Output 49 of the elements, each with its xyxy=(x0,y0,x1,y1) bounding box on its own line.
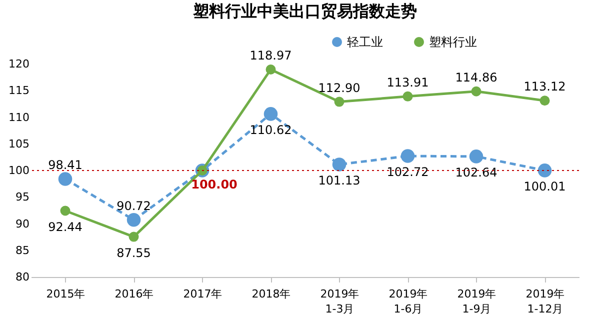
data-label: 110.62 xyxy=(250,122,292,137)
y-tick-label: 100 xyxy=(8,164,30,177)
point xyxy=(126,213,141,227)
point xyxy=(402,91,413,102)
point xyxy=(540,96,550,106)
annotation: 100.00 xyxy=(191,178,238,192)
point xyxy=(538,164,552,178)
x-tick-label: 2015年 xyxy=(46,288,86,300)
x-tick-label: 2019年 1-12月 xyxy=(526,288,565,316)
data-label: 98.41 xyxy=(48,158,82,172)
point xyxy=(469,150,484,164)
point xyxy=(471,86,482,96)
legend-label: 轻工业 xyxy=(347,35,383,49)
y-tick-label: 120 xyxy=(8,58,30,70)
y-tick-label: 105 xyxy=(8,137,30,150)
data-label: 90.72 xyxy=(116,198,151,213)
point xyxy=(58,172,72,186)
data-label: 118.97 xyxy=(250,48,292,62)
data-label: 114.86 xyxy=(455,70,498,84)
y-tick-label: 90 xyxy=(16,217,30,230)
x-tick-label: 2018年 xyxy=(252,288,291,300)
data-label: 87.55 xyxy=(116,246,151,260)
chart-title: 塑料行业中美出口贸易指数走势 xyxy=(192,1,417,20)
x-tick-label: 2019年 1-6月 xyxy=(388,288,428,316)
y-tick-label: 80 xyxy=(16,270,30,284)
data-label: 102.64 xyxy=(455,165,498,180)
data-label: 101.13 xyxy=(318,173,360,188)
point xyxy=(334,96,344,107)
y-tick-label: 115 xyxy=(8,84,30,98)
point xyxy=(266,64,276,74)
data-label: 113.91 xyxy=(386,75,429,90)
data-label: 92.44 xyxy=(48,220,82,234)
point xyxy=(128,232,139,242)
point xyxy=(60,206,70,216)
legend-label: 塑料行业 xyxy=(429,35,477,49)
point xyxy=(332,158,346,172)
data-label: 113.12 xyxy=(524,80,566,94)
y-tick-label: 85 xyxy=(16,244,30,257)
x-tick-label: 2019年 1-9月 xyxy=(457,288,496,316)
y-tick-label: 95 xyxy=(16,190,30,204)
x-tick-label: 2019年 1-3月 xyxy=(320,288,360,316)
data-label: 112.90 xyxy=(318,80,360,95)
x-tick-label: 2017年 xyxy=(183,288,222,300)
data-label: 102.72 xyxy=(386,165,429,180)
x-tick-label: 2016年 xyxy=(114,288,154,300)
point xyxy=(264,107,278,121)
point xyxy=(400,149,415,163)
data-label: 100.01 xyxy=(524,179,566,194)
y-tick-label: 110 xyxy=(8,110,30,124)
